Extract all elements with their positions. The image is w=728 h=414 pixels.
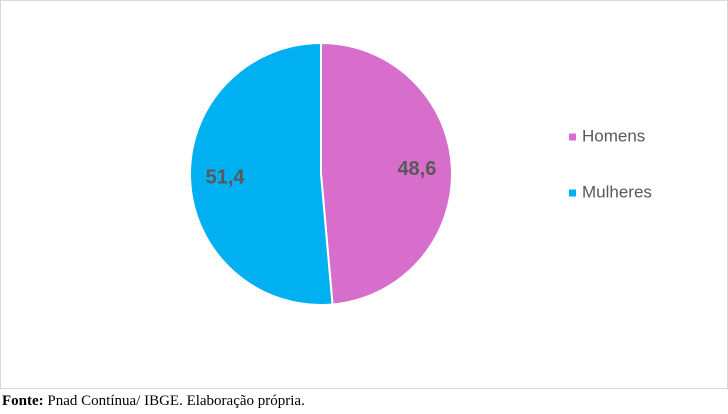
source-text: Pnad Contínua/ IBGE. Elaboração própria. bbox=[47, 393, 305, 409]
data-label: 51,4 bbox=[206, 167, 246, 189]
legend-marker bbox=[569, 189, 576, 197]
legend-marker bbox=[569, 133, 576, 141]
pie-slice bbox=[188, 41, 334, 306]
source-label: Fonte: bbox=[2, 393, 44, 409]
legend-label: Mulheres bbox=[582, 182, 652, 201]
data-label: 48,6 bbox=[397, 158, 436, 180]
chart: 48,6 51,4 Homens Mulheres bbox=[0, 0, 728, 389]
source: Fonte: Pnad Contínua/ IBGE. Elaboração p… bbox=[2, 393, 305, 410]
legend-label: Homens bbox=[582, 126, 645, 145]
pie-slice bbox=[320, 41, 453, 306]
